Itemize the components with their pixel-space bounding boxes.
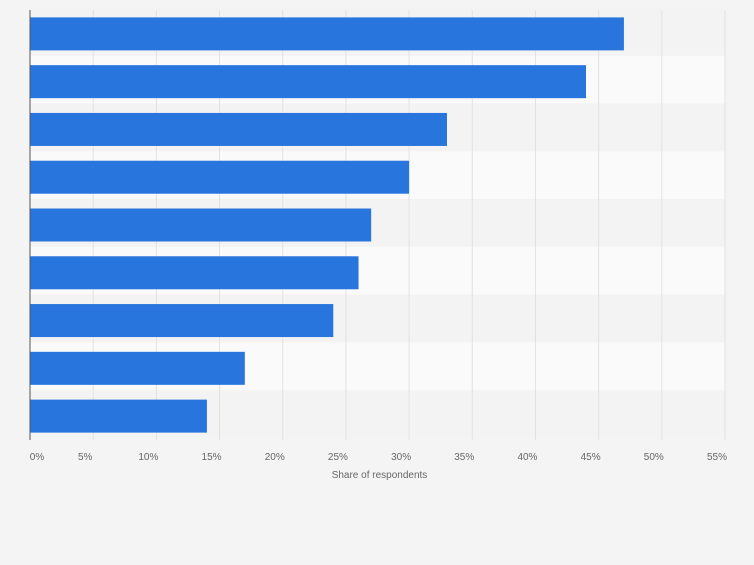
x-tick-labels: 0% 5% 10% 15% 20% 25% 30% 35% 40% 45% 50% 55% xyxy=(30,452,727,463)
x-axis-label: Share of respondents xyxy=(332,470,428,481)
bar xyxy=(30,208,372,242)
x-tick-label: 10% xyxy=(138,452,158,463)
x-tick-label: 55% xyxy=(707,452,727,463)
x-tick-label: 25% xyxy=(328,452,348,463)
bar xyxy=(30,304,334,338)
x-tick-label: 30% xyxy=(391,452,411,463)
x-tick-label: 20% xyxy=(265,452,285,463)
bar xyxy=(30,160,410,194)
bar xyxy=(30,399,207,433)
x-tick-label: 35% xyxy=(454,452,474,463)
x-tick-label: 45% xyxy=(581,452,601,463)
x-tick-label: 50% xyxy=(644,452,664,463)
x-tick-label: 40% xyxy=(517,452,537,463)
bar xyxy=(30,256,359,290)
x-tick-label: 15% xyxy=(202,452,222,463)
bar xyxy=(30,17,624,51)
bar xyxy=(30,112,447,146)
bar xyxy=(30,351,245,385)
x-tick-label: 5% xyxy=(78,452,93,463)
bar xyxy=(30,65,586,99)
x-tick-label: 0% xyxy=(30,452,45,463)
bars xyxy=(30,17,624,433)
